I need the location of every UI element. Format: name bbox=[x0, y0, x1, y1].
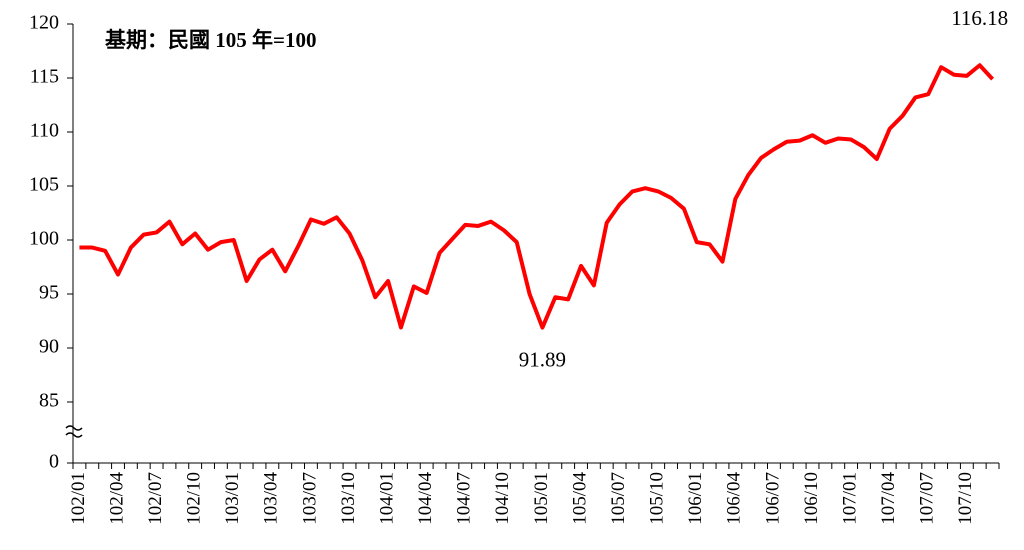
x-tick-label: 102/07 bbox=[145, 472, 166, 525]
x-tick-label: 103/04 bbox=[261, 472, 282, 525]
x-tick-label: 105/07 bbox=[608, 472, 629, 525]
x-tick-label: 106/04 bbox=[724, 472, 745, 525]
y-tick-label: 110 bbox=[30, 120, 59, 142]
axis-break bbox=[65, 425, 83, 438]
x-tick-label: 104/07 bbox=[454, 472, 475, 525]
y-tick-label: 100 bbox=[29, 228, 59, 250]
x-tick-label: 102/04 bbox=[106, 472, 127, 525]
data-label: 91.89 bbox=[519, 347, 566, 371]
y-tick-label: 120 bbox=[29, 12, 59, 34]
x-tick-label: 107/04 bbox=[878, 472, 899, 525]
x-tick-label: 103/07 bbox=[299, 472, 320, 525]
x-tick-label: 106/07 bbox=[762, 472, 783, 525]
x-tick-label: 105/01 bbox=[531, 472, 552, 525]
x-tick-label: 102/10 bbox=[184, 472, 205, 525]
x-tick-label: 107/10 bbox=[955, 472, 976, 525]
x-tick-label: 103/01 bbox=[222, 472, 243, 525]
series-line bbox=[79, 63, 995, 330]
x-tick-label: 103/10 bbox=[338, 472, 359, 525]
y-tick-label: 0 bbox=[49, 451, 59, 473]
y-tick-label: 115 bbox=[30, 66, 59, 88]
x-tick-label: 104/10 bbox=[492, 472, 513, 525]
x-tick-label: 107/01 bbox=[839, 472, 860, 525]
x-tick-label: 107/07 bbox=[917, 472, 938, 525]
y-tick-label: 85 bbox=[39, 390, 59, 412]
chart-title: 基期：民國 105 年=100 bbox=[105, 28, 316, 52]
y-tick-label: 95 bbox=[39, 282, 59, 304]
y-tick-label: 90 bbox=[39, 336, 59, 358]
x-tick-label: 105/10 bbox=[647, 472, 668, 525]
x-tick-label: 104/04 bbox=[415, 472, 436, 525]
x-tick-label: 102/01 bbox=[68, 472, 89, 525]
x-tick-label: 106/10 bbox=[801, 472, 822, 525]
x-tick-label: 106/01 bbox=[685, 472, 706, 525]
data-label: 116.18 bbox=[951, 6, 1008, 30]
x-tick-label: 105/04 bbox=[569, 472, 590, 525]
y-tick-label: 105 bbox=[29, 174, 59, 196]
x-tick-label: 104/01 bbox=[376, 472, 397, 525]
